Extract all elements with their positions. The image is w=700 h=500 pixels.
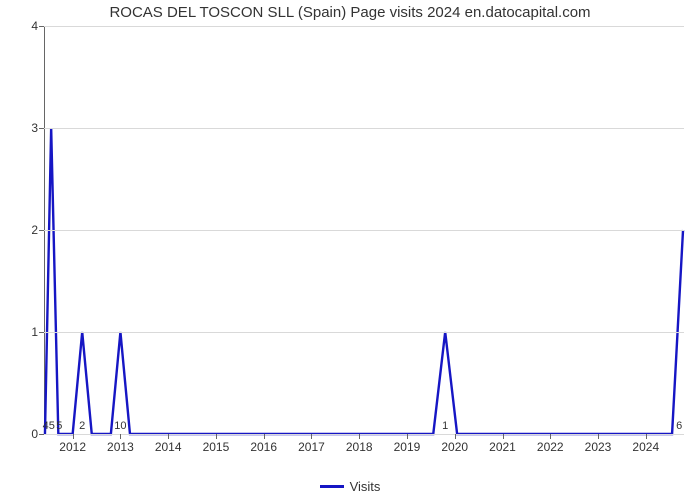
x-tick-mark (168, 434, 169, 439)
y-tick-mark (39, 26, 44, 27)
x-tick-label: 2020 (441, 440, 468, 454)
gridline (44, 230, 684, 231)
y-tick-mark (39, 332, 44, 333)
x-tick-mark (550, 434, 551, 439)
legend-swatch (320, 485, 344, 488)
value-label: 5 (56, 420, 62, 432)
x-tick-label: 2019 (394, 440, 421, 454)
x-tick-label: 2021 (489, 440, 516, 454)
y-tick-label: 0 (31, 427, 38, 441)
x-tick-label: 2012 (59, 440, 86, 454)
x-tick-mark (455, 434, 456, 439)
x-tick-mark (73, 434, 74, 439)
x-tick-mark (264, 434, 265, 439)
chart-title: ROCAS DEL TOSCON SLL (Spain) Page visits… (0, 4, 700, 21)
value-label: 6 (676, 420, 682, 432)
y-tick-mark (39, 230, 44, 231)
legend: Visits (0, 479, 700, 494)
x-tick-label: 2024 (632, 440, 659, 454)
x-tick-mark (120, 434, 121, 439)
x-tick-mark (216, 434, 217, 439)
x-tick-label: 2014 (155, 440, 182, 454)
x-tick-mark (598, 434, 599, 439)
gridline (44, 128, 684, 129)
x-tick-mark (407, 434, 408, 439)
y-tick-mark (39, 128, 44, 129)
y-tick-label: 2 (31, 223, 38, 237)
x-tick-mark (359, 434, 360, 439)
value-label: 45 (43, 420, 55, 432)
x-tick-mark (503, 434, 504, 439)
x-tick-label: 2016 (250, 440, 277, 454)
x-tick-label: 2017 (298, 440, 325, 454)
gridline (44, 332, 684, 333)
value-label: 2 (79, 420, 85, 432)
legend-label: Visits (350, 479, 381, 494)
gridline (44, 26, 684, 27)
x-tick-mark (311, 434, 312, 439)
x-tick-mark (646, 434, 647, 439)
x-tick-label: 2013 (107, 440, 134, 454)
x-tick-label: 2022 (537, 440, 564, 454)
value-label: 1 (442, 420, 448, 432)
x-tick-label: 2015 (203, 440, 230, 454)
y-tick-label: 1 (31, 325, 38, 339)
y-tick-mark (39, 434, 44, 435)
y-tick-label: 3 (31, 121, 38, 135)
plot-area: 0123420122013201420152016201720182019202… (44, 26, 684, 434)
value-label: 10 (114, 420, 126, 432)
x-tick-label: 2018 (346, 440, 373, 454)
gridline (44, 434, 684, 435)
y-tick-label: 4 (31, 19, 38, 33)
x-tick-label: 2023 (585, 440, 612, 454)
